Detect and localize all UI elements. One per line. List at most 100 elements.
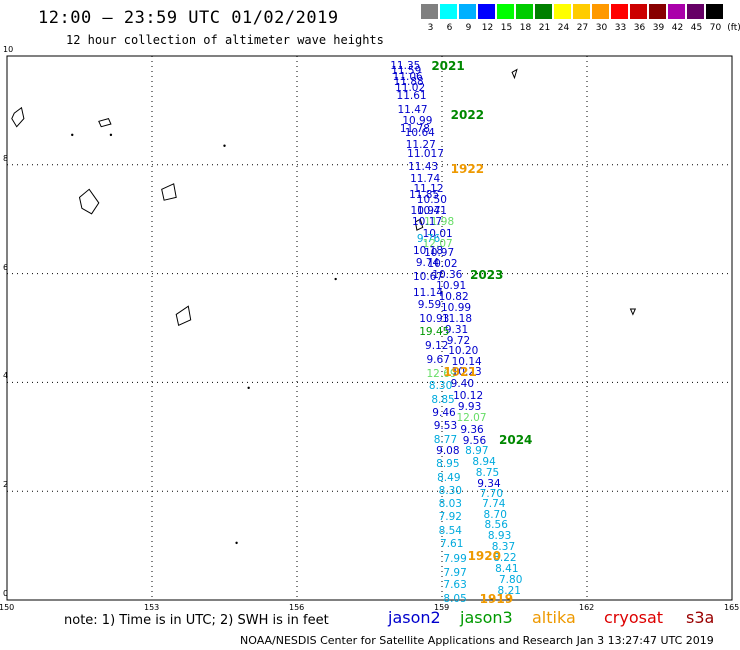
wave-height-reading: 11.59 [391, 65, 422, 78]
colorbar-swatch [440, 4, 457, 19]
island-outlines [11, 68, 637, 545]
wave-height-reading: 11.06 [392, 70, 423, 83]
colorbar-label: 24 [557, 23, 570, 33]
island-outline [11, 106, 25, 128]
colorbar-swatch [592, 4, 609, 19]
satellite-name: cryosat [604, 608, 664, 627]
longitude-tick: 153 [144, 603, 160, 612]
wave-height-reading: 10.99 [441, 301, 472, 314]
satellite-name: jason3 [460, 608, 513, 627]
pass-time-label: 2024 [499, 432, 533, 447]
wave-height-reading: 10.64 [404, 127, 435, 140]
wave-height-reading: 11.35 [390, 59, 421, 72]
pass-time-label: 1921 [443, 364, 477, 379]
wave-height-reading: 11.017 [407, 147, 444, 160]
wave-height-reading: 10.20 [448, 345, 479, 358]
wave-height-reading: 9.76 [416, 233, 441, 246]
island-outline [78, 188, 100, 215]
satellite-name: altika [532, 608, 576, 627]
colorbar-label: 9 [465, 23, 472, 33]
wave-height-reading: 10.97 [410, 205, 441, 218]
wave-height-reading: 8.95 [436, 458, 460, 470]
colorbar-label: 3 [427, 23, 434, 33]
colorbar-swatch [516, 4, 533, 19]
colorbar-swatch [630, 4, 647, 19]
wave-height-reading: 8.94 [472, 456, 496, 469]
footnote: note: 1) Time is in UTC; 2) SWH is in fe… [64, 613, 329, 628]
wave-height-reading: 11.78 [399, 123, 430, 136]
wave-height-reading: 10.67 [412, 271, 444, 284]
wave-height-reading: 7.80 [499, 573, 523, 586]
island-outline [161, 183, 177, 201]
colorbar-label: 21 [538, 23, 551, 33]
wave-height-reading: 11.27 [405, 138, 436, 151]
colorbar-label: 27 [576, 23, 589, 33]
satellite-name: jason2 [388, 608, 441, 627]
colorbar-swatch [535, 4, 552, 19]
wave-height-reading: 10.17 [412, 215, 443, 228]
pass-time-label: 2022 [450, 107, 485, 122]
wave-height-reading: 7.74 [482, 497, 506, 510]
latitude-tick: 6 [3, 262, 9, 272]
islet-dot [109, 133, 113, 137]
islet-dot [334, 277, 337, 281]
latitude-tick: 4 [3, 371, 9, 381]
pass-time-label: 2021 [431, 58, 465, 73]
pass-time-label: 1922 [450, 162, 485, 177]
wave-height-reading: 10.36 [432, 269, 463, 282]
colorbar-label: 18 [519, 23, 532, 33]
colorbar-swatch [706, 4, 723, 19]
island-outline [629, 308, 637, 316]
wave-height-reading: 8.97 [465, 445, 489, 458]
wave-height-reading: 11.74 [410, 173, 441, 186]
map-frame [6, 55, 733, 601]
island-outline [98, 118, 112, 128]
wave-height-reading: 7.70 [479, 487, 504, 500]
colorbar-swatch [687, 4, 704, 19]
longitude-tick: 159 [434, 603, 450, 612]
wave-height-reading: 10.23 [451, 365, 482, 378]
colorbar-label: 70 [709, 23, 722, 33]
wave-height-reading: 9.53 [433, 419, 458, 432]
island-outline [414, 218, 424, 231]
wave-height-reading: 10.12 [453, 390, 484, 402]
wave-height-reading: 8.41 [495, 562, 519, 575]
wave-height-reading: 11.88 [393, 76, 424, 89]
colorbar-swatch [497, 4, 514, 19]
wave-height-reading: 8.30 [428, 380, 453, 393]
wave-height-reading: 9.74 [415, 256, 440, 269]
islet-dot [247, 386, 250, 390]
wave-height-reading: 7.63 [443, 579, 467, 592]
colorbar-label: 33 [614, 23, 627, 33]
colorbar-swatch [649, 4, 666, 19]
latitude-tick: 0 [3, 589, 9, 598]
wave-height-reading: 11.02 [395, 81, 426, 94]
islet-dot [223, 144, 226, 147]
wave-height-reading: 8.77 [433, 433, 458, 446]
colorbar-label: 45 [690, 23, 703, 33]
wave-height-reading: 11.61 [396, 89, 427, 102]
colorbar-label: 6 [446, 23, 453, 33]
colorbar-swatch [668, 4, 685, 19]
colorbar-swatch [611, 4, 628, 19]
colorbar-label: 36 [633, 23, 646, 33]
wave-height-reading: 9.67 [426, 353, 450, 366]
wave-height-reading: 11.18 [441, 312, 473, 325]
wave-height-reading: 8.49 [437, 471, 461, 484]
island-outline [175, 305, 192, 327]
colorbar-swatch [421, 4, 438, 19]
colorbar-swatch [573, 4, 590, 19]
longitude-tick: 162 [579, 603, 595, 612]
wave-height-reading: 10.41 [416, 205, 447, 218]
wave-height-reading: 8.37 [491, 541, 516, 554]
wave-height-reading: 10.14 [451, 356, 482, 369]
wave-height-reading: 7.97 [443, 566, 467, 579]
wave-height-reading: 8.54 [438, 524, 462, 537]
wave-height-reading: 9.93 [457, 400, 482, 413]
wave-height-reading: 9.56 [462, 434, 487, 447]
colorbar-label: 15 [500, 23, 513, 33]
wave-height-reading: 9.40 [450, 378, 475, 391]
wave-height-reading: 10.02 [427, 258, 458, 271]
wave-height-reading: 8.05 [443, 592, 467, 605]
wave-height-reading: 10.99 [402, 115, 433, 128]
